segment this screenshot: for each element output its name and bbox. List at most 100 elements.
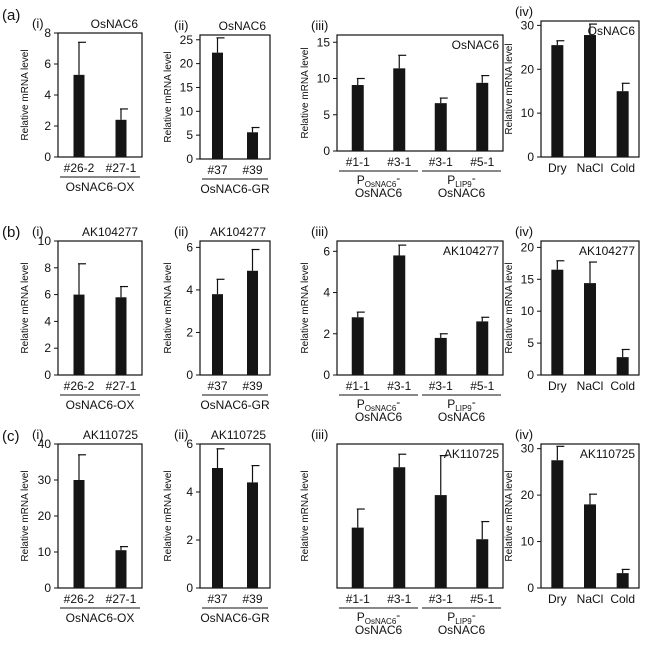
y-tick-label: 10 [38,234,52,248]
y-tick-label: 20 [521,62,535,76]
group-label-tail: - [396,395,400,409]
group-label-subscript: LIP9 [455,180,472,189]
bar [584,35,596,157]
row-letter: (a) [2,7,20,24]
group-label-subscript: OsNAC6 [365,404,397,413]
y-axis-label: Relative mRNA level [20,262,31,353]
panel-numeral: (iv) [515,427,533,442]
bar [212,468,223,588]
y-tick-label: 10 [521,304,535,318]
x-tick-label: #39 [242,163,262,177]
group-label-line2: OsNAC6 [438,410,486,424]
y-axis-label: Relative mRNA level [20,49,31,140]
y-tick-label: 0 [186,581,193,595]
x-tick-label: NaCl [577,592,604,606]
y-tick-label: 40 [38,437,52,451]
y-tick-label: 0 [44,581,51,595]
plot-frame [199,240,271,376]
bar [393,68,406,151]
x-tick-label: #39 [242,379,262,393]
y-tick-label: 6 [44,57,51,71]
panel-numeral: (ii) [174,224,188,239]
group-label-line2: OsNAC6 [355,623,403,637]
group-label-tail: - [472,171,476,185]
bar [393,255,406,375]
y-tick-label: 0 [186,152,193,166]
y-tick-label: 4 [44,88,51,102]
plot-frame [199,34,271,160]
x-tick-label: Dry [548,161,567,175]
y-tick-label: 20 [180,57,194,71]
y-tick-label: 10 [521,535,535,549]
bar [73,480,85,588]
panel-numeral: (iv) [515,224,533,239]
group-label-main: P [447,610,455,624]
y-tick-label: 4 [186,485,193,499]
y-tick-label: 0 [527,581,534,595]
bar [247,132,258,159]
row-letter: (b) [2,224,20,241]
x-tick-label: NaCl [577,161,604,175]
y-tick-label: 25 [180,33,194,47]
group-label: PLIP9- [447,608,475,626]
y-axis-label: Relative mRNA level [504,262,515,353]
gene-name: OsNAC6 [452,38,500,52]
y-tick-label: 15 [521,272,535,286]
group-label-line2: OsNAC6 [355,410,403,424]
plot-frame [336,240,504,376]
row-letter: (c) [2,428,20,445]
y-tick-label: 0 [323,144,330,158]
y-tick-label: 2 [44,341,51,355]
y-axis-label: Relative mRNA level [300,262,311,353]
y-tick-label: 10 [521,106,535,120]
bar [584,504,596,588]
y-tick-label: 8 [44,261,51,275]
bar [434,337,447,375]
y-tick-label: 30 [38,473,52,487]
group-label-tail: - [396,171,400,185]
gene-name: OsNAC6 [91,17,139,31]
y-tick-label: 2 [186,533,193,547]
x-tick-label: #3-1 [429,379,453,393]
y-tick-label: 10 [317,72,331,86]
x-tick-label: #5-1 [470,155,494,169]
group-label: OsNAC6-OX [66,611,135,625]
y-tick-label: 6 [186,240,193,254]
x-tick-label: #3-1 [387,379,411,393]
group-label-line2: OsNAC6 [438,623,486,637]
y-axis-label: Relative mRNA level [163,51,174,142]
group-label: OsNAC6-OX [66,180,135,194]
gene-name: AK110725 [580,447,635,461]
bar [212,52,223,160]
y-tick-label: 4 [323,286,330,300]
y-tick-label: 20 [521,240,535,254]
y-tick-label: 4 [44,314,51,328]
y-tick-label: 0 [44,368,51,382]
x-tick-label: #26-2 [64,592,95,606]
gene-name: AK104277 [210,225,266,239]
plot-frame [199,443,271,589]
bar [73,74,85,157]
x-tick-label: Dry [548,379,567,393]
y-axis-label: Relative mRNA level [300,47,311,138]
x-tick-label: Cold [610,592,635,606]
y-tick-label: 5 [186,128,193,142]
group-label-line2: OsNAC6 [355,186,403,200]
plot-frame [336,443,504,589]
y-tick-label: 10 [38,545,52,559]
plot-frame [57,240,143,376]
y-tick-label: 0 [527,368,534,382]
x-tick-label: #3-1 [387,155,411,169]
panel-numeral: (iii) [311,427,328,442]
group-label: OsNAC6-OX [66,398,135,412]
gene-name: OsNAC6 [219,19,267,33]
x-tick-label: #39 [242,592,262,606]
group-label: PLIP9- [447,395,475,413]
y-tick-label: 6 [186,437,193,451]
panel-numeral: (iv) [515,4,533,19]
x-tick-label: #3-1 [387,592,411,606]
bar [616,357,629,375]
x-tick-label: #27-1 [106,161,137,175]
panel-numeral: (ii) [174,427,188,442]
y-axis-label: Relative mRNA level [20,470,31,561]
